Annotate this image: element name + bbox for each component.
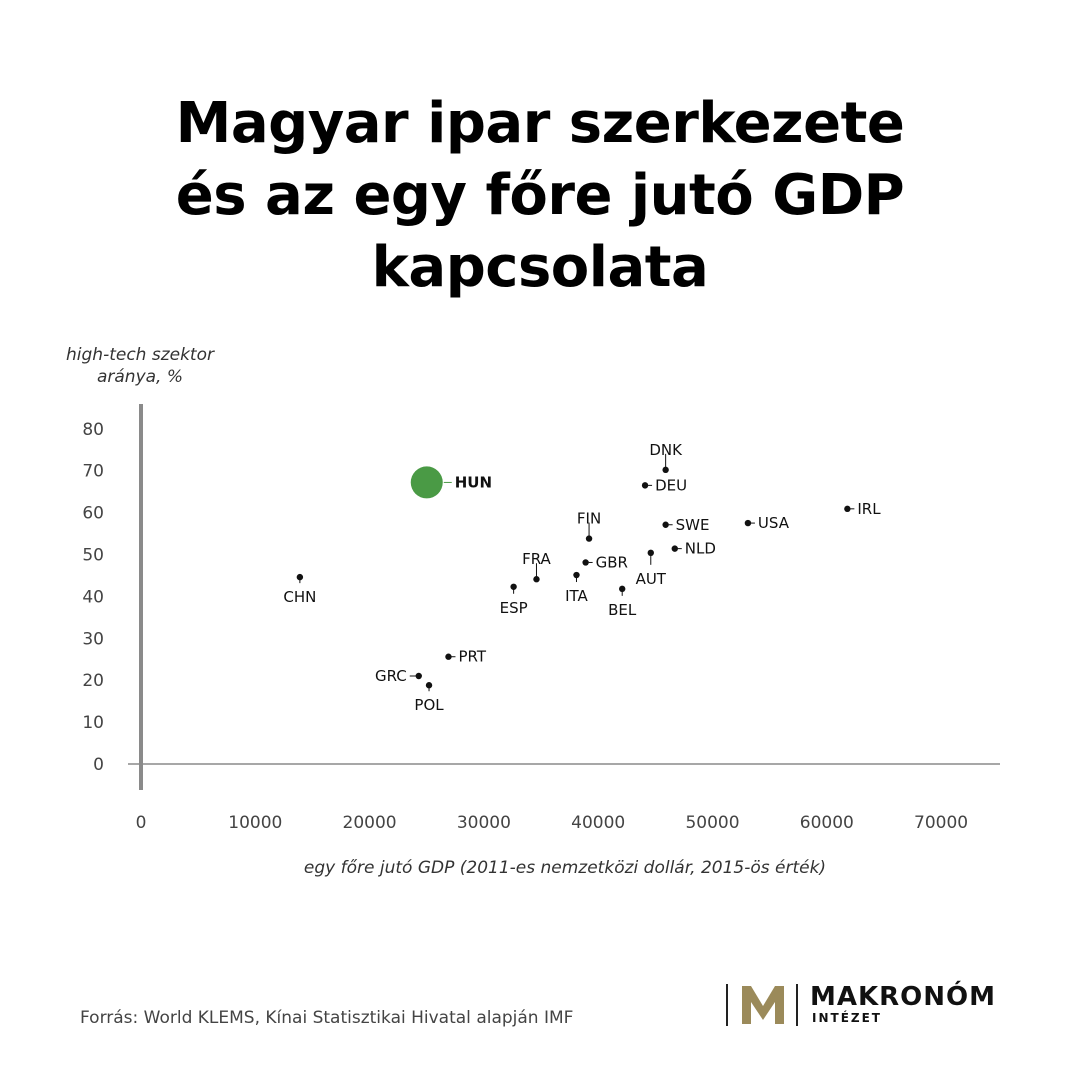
point-irl (844, 505, 851, 513)
point-chn (296, 573, 304, 581)
x-tick-label-30000: 30000 (457, 813, 511, 833)
y-tick-label-80: 80 (82, 420, 104, 440)
logo-m-mark (742, 986, 784, 1024)
point-bel (619, 585, 626, 593)
y-tick-label-40: 40 (82, 587, 104, 607)
chart-title-line-3: kapcsolata (371, 235, 709, 300)
point-pol (425, 682, 433, 689)
point-deu (641, 482, 649, 489)
chart-title: Magyar ipar szerkezete és az egy főre ju… (0, 88, 1080, 304)
y-axis-label: high-tech szektor aránya, % (40, 344, 240, 388)
label-pol: POL (414, 696, 444, 714)
label-grc: GRC (375, 667, 407, 685)
logo-divider-left (726, 984, 728, 1026)
label-gbr: GBR (596, 553, 628, 571)
point-prt (445, 653, 452, 660)
y-tick-label-0: 0 (93, 755, 104, 775)
label-usa: USA (758, 514, 790, 532)
x-tick-label-10000: 10000 (228, 813, 282, 833)
y-tick-label-20: 20 (82, 671, 104, 691)
label-swe: SWE (676, 516, 710, 534)
label-nld: NLD (685, 540, 716, 558)
logo-name: MAKRONÓM (810, 982, 997, 1012)
point-usa (744, 519, 752, 527)
label-hun: HUN (455, 473, 492, 491)
point-fra (533, 576, 540, 583)
label-irl: IRL (857, 500, 881, 518)
x-tick-label-20000: 20000 (343, 813, 397, 833)
x-tick-label-70000: 70000 (914, 813, 968, 833)
point-dnk (662, 466, 669, 474)
point-grc (415, 672, 422, 680)
label-fin: FIN (577, 510, 601, 528)
label-fra: FRA (522, 550, 551, 568)
chart-title-line-2: és az egy főre jutó GDP (175, 163, 905, 228)
point-nld (671, 545, 678, 552)
x-axis-label: egy főre jutó GDP (2011-es nemzetközi do… (303, 858, 827, 878)
x-tick-label-50000: 50000 (685, 813, 739, 833)
logo-divider-right (796, 984, 798, 1026)
x-tick-label-0: 0 (136, 813, 147, 833)
logo-subtitle: INTÉZET (812, 1011, 882, 1025)
label-dnk: DNK (649, 441, 683, 459)
label-deu: DEU (655, 476, 687, 494)
label-ita: ITA (565, 587, 588, 605)
point-hun (410, 466, 443, 499)
point-fin (585, 535, 593, 542)
x-tick-label-40000: 40000 (571, 813, 625, 833)
label-prt: PRT (458, 648, 486, 666)
point-ita (573, 571, 580, 579)
y-axis-label-line-1: high-tech szektor (66, 345, 214, 365)
point-swe (662, 521, 669, 528)
chart-title-line-1: Magyar ipar szerkezete (175, 91, 905, 156)
makronom-logo: MAKRONÓM INTÉZET (726, 982, 1016, 1028)
y-tick-label-70: 70 (82, 462, 104, 482)
label-chn: CHN (283, 588, 316, 606)
label-bel: BEL (608, 601, 637, 619)
point-gbr (582, 559, 589, 566)
label-aut: AUT (636, 570, 667, 588)
y-axis-label-line-2: aránya, % (96, 367, 184, 387)
y-tick-label-50: 50 (82, 546, 104, 566)
y-tick-label-60: 60 (82, 504, 104, 524)
y-tick-label-30: 30 (82, 629, 104, 649)
source-note: Forrás: World KLEMS, Kínai Statisztikai … (80, 1008, 574, 1028)
label-esp: ESP (500, 599, 528, 617)
point-aut (647, 549, 654, 557)
point-esp (510, 583, 517, 590)
x-tick-label-60000: 60000 (800, 813, 854, 833)
y-tick-label-10: 10 (82, 713, 104, 733)
